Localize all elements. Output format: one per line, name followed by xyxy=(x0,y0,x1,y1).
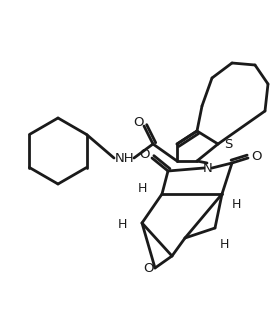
Text: H: H xyxy=(219,238,229,250)
Text: O: O xyxy=(139,149,149,161)
Text: N: N xyxy=(203,161,213,174)
Text: O: O xyxy=(133,116,143,129)
Text: H: H xyxy=(231,198,241,211)
Text: S: S xyxy=(224,138,232,151)
Text: O: O xyxy=(251,150,261,162)
Text: O: O xyxy=(143,262,153,275)
Text: H: H xyxy=(117,217,127,230)
Text: NH: NH xyxy=(115,152,135,165)
Text: H: H xyxy=(137,182,147,195)
